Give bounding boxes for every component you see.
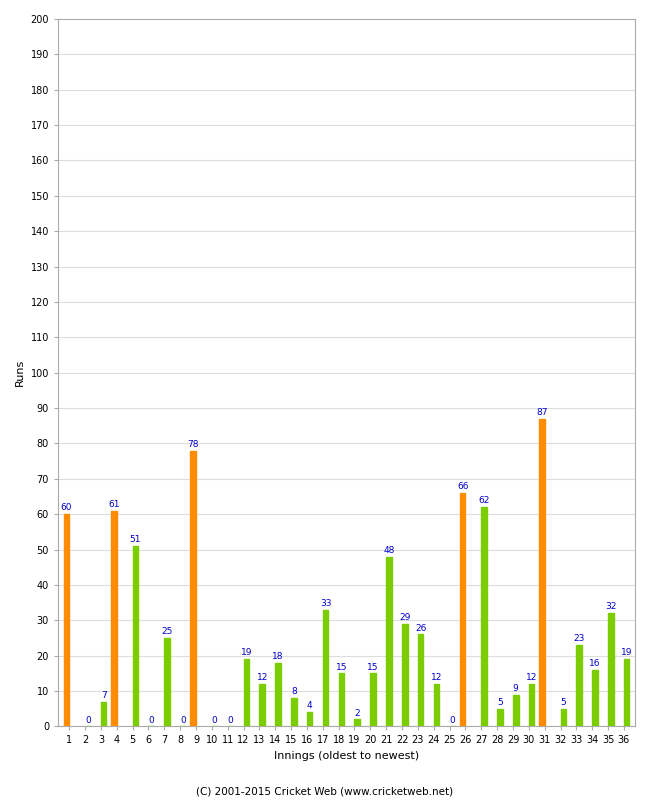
Text: 12: 12 — [257, 674, 268, 682]
Bar — [539, 418, 545, 726]
Text: 60: 60 — [60, 503, 72, 513]
Bar — [560, 709, 566, 726]
Bar — [513, 694, 519, 726]
Text: 0: 0 — [227, 716, 233, 725]
Bar — [101, 702, 107, 726]
Text: 19: 19 — [621, 649, 632, 658]
Text: 66: 66 — [457, 482, 469, 491]
Bar — [64, 514, 69, 726]
Text: 4: 4 — [307, 702, 313, 710]
Bar — [259, 684, 265, 726]
Bar — [370, 674, 376, 726]
Text: 87: 87 — [536, 408, 548, 417]
Bar — [529, 684, 534, 726]
Text: 0: 0 — [148, 716, 154, 725]
Text: 26: 26 — [415, 624, 426, 633]
Bar — [434, 684, 439, 726]
Text: 15: 15 — [335, 662, 347, 671]
Text: 25: 25 — [161, 627, 173, 636]
Text: 16: 16 — [590, 659, 601, 668]
Text: 2: 2 — [354, 709, 360, 718]
Text: 51: 51 — [129, 535, 141, 544]
Bar — [307, 712, 313, 726]
Bar — [244, 659, 249, 726]
Text: 78: 78 — [187, 440, 199, 449]
Bar — [291, 698, 296, 726]
Text: 12: 12 — [526, 674, 538, 682]
Text: 5: 5 — [497, 698, 502, 707]
Bar — [481, 507, 487, 726]
Text: 48: 48 — [384, 546, 395, 555]
Text: 5: 5 — [560, 698, 566, 707]
Text: 0: 0 — [449, 716, 455, 725]
Y-axis label: Runs: Runs — [15, 359, 25, 386]
Text: 19: 19 — [240, 649, 252, 658]
X-axis label: Innings (oldest to newest): Innings (oldest to newest) — [274, 751, 419, 761]
Text: 0: 0 — [212, 716, 218, 725]
Text: 0: 0 — [180, 716, 186, 725]
Bar — [339, 674, 344, 726]
Bar — [133, 546, 138, 726]
Bar — [592, 670, 598, 726]
Text: 12: 12 — [431, 674, 442, 682]
Bar — [354, 719, 360, 726]
Bar — [323, 610, 328, 726]
Text: (C) 2001-2015 Cricket Web (www.cricketweb.net): (C) 2001-2015 Cricket Web (www.cricketwe… — [196, 786, 454, 796]
Bar — [624, 659, 629, 726]
Text: 62: 62 — [478, 496, 489, 506]
Bar — [402, 624, 408, 726]
Text: 61: 61 — [108, 500, 120, 509]
Bar — [460, 493, 465, 726]
Text: 9: 9 — [513, 684, 519, 693]
Text: 23: 23 — [573, 634, 585, 643]
Bar — [608, 614, 614, 726]
Text: 18: 18 — [272, 652, 284, 661]
Bar — [164, 638, 170, 726]
Bar — [497, 709, 502, 726]
Text: 29: 29 — [399, 613, 411, 622]
Bar — [418, 634, 423, 726]
Text: 15: 15 — [367, 662, 379, 671]
Bar — [111, 510, 117, 726]
Text: 32: 32 — [605, 602, 616, 611]
Bar — [577, 645, 582, 726]
Bar — [190, 450, 196, 726]
Bar — [275, 662, 281, 726]
Text: 33: 33 — [320, 599, 332, 608]
Text: 7: 7 — [101, 691, 107, 700]
Text: 8: 8 — [291, 687, 296, 696]
Text: 0: 0 — [85, 716, 91, 725]
Bar — [386, 557, 392, 726]
